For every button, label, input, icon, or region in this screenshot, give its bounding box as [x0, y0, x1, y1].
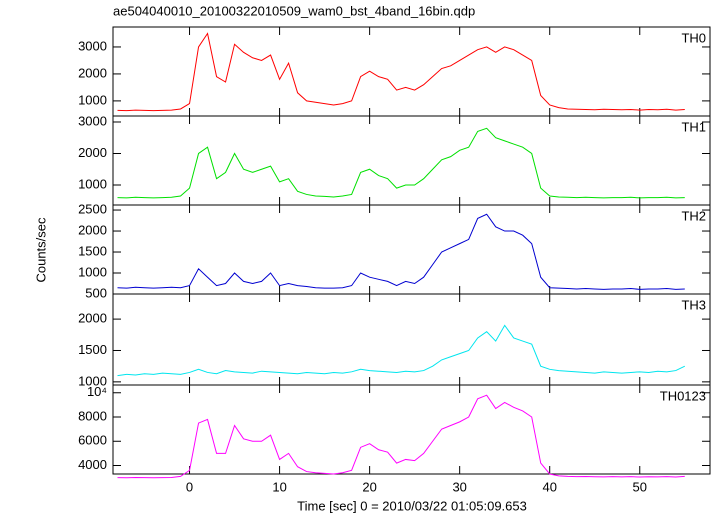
panel-frame: [112, 384, 711, 475]
y-tick-label: 8000: [78, 408, 107, 423]
y-tick-label: 1000: [78, 373, 107, 388]
y-tick-label: 1000: [78, 92, 107, 107]
y-tick-label: 2000: [78, 222, 107, 237]
chart-title: ae504040010_20100322010509_wam0_bst_4ban…: [113, 3, 475, 18]
x-tick-label: 50: [633, 479, 647, 494]
panel-label: TH3: [681, 297, 706, 312]
y-tick-label: 4000: [78, 457, 107, 472]
x-axis-label: Time [sec] 0 = 2010/03/22 01:05:09.653: [297, 498, 527, 513]
panel-frame: [112, 115, 711, 206]
y-tick-label: 6000: [78, 433, 107, 448]
light-curve: [117, 32, 685, 112]
y-tick-label: 1500: [78, 243, 107, 258]
x-tick-label: 30: [452, 479, 466, 494]
y-tick-label: 1500: [78, 342, 107, 357]
y-axis-label: Counts/sec: [33, 217, 48, 283]
x-tick-label: 40: [542, 479, 556, 494]
y-tick-label: 3000: [78, 113, 107, 128]
panel-label: TH1: [681, 119, 706, 134]
y-tick-label: 2000: [78, 311, 107, 326]
y-tick-label: 3000: [78, 38, 107, 53]
x-tick-label: 0: [186, 479, 193, 494]
panel-label: TH0: [681, 30, 706, 45]
y-tick-label: 1000: [78, 264, 107, 279]
y-tick-label: 10⁴: [87, 384, 107, 399]
y-tick-label: 2500: [78, 201, 107, 216]
light-curve: [117, 324, 686, 377]
light-curve: [117, 394, 685, 479]
light-curve: [117, 213, 685, 290]
panel-label: TH2: [681, 208, 706, 223]
panel-label: TH0123: [660, 388, 706, 403]
x-tick-label: 20: [362, 479, 376, 494]
panel-frame: [112, 204, 711, 295]
y-tick-label: 2000: [78, 145, 107, 160]
light-curve: [117, 127, 685, 199]
y-tick-label: 500: [85, 285, 107, 300]
y-tick-label: 1000: [78, 176, 107, 191]
y-tick-label: 2000: [78, 65, 107, 80]
x-tick-label: 10: [272, 479, 286, 494]
